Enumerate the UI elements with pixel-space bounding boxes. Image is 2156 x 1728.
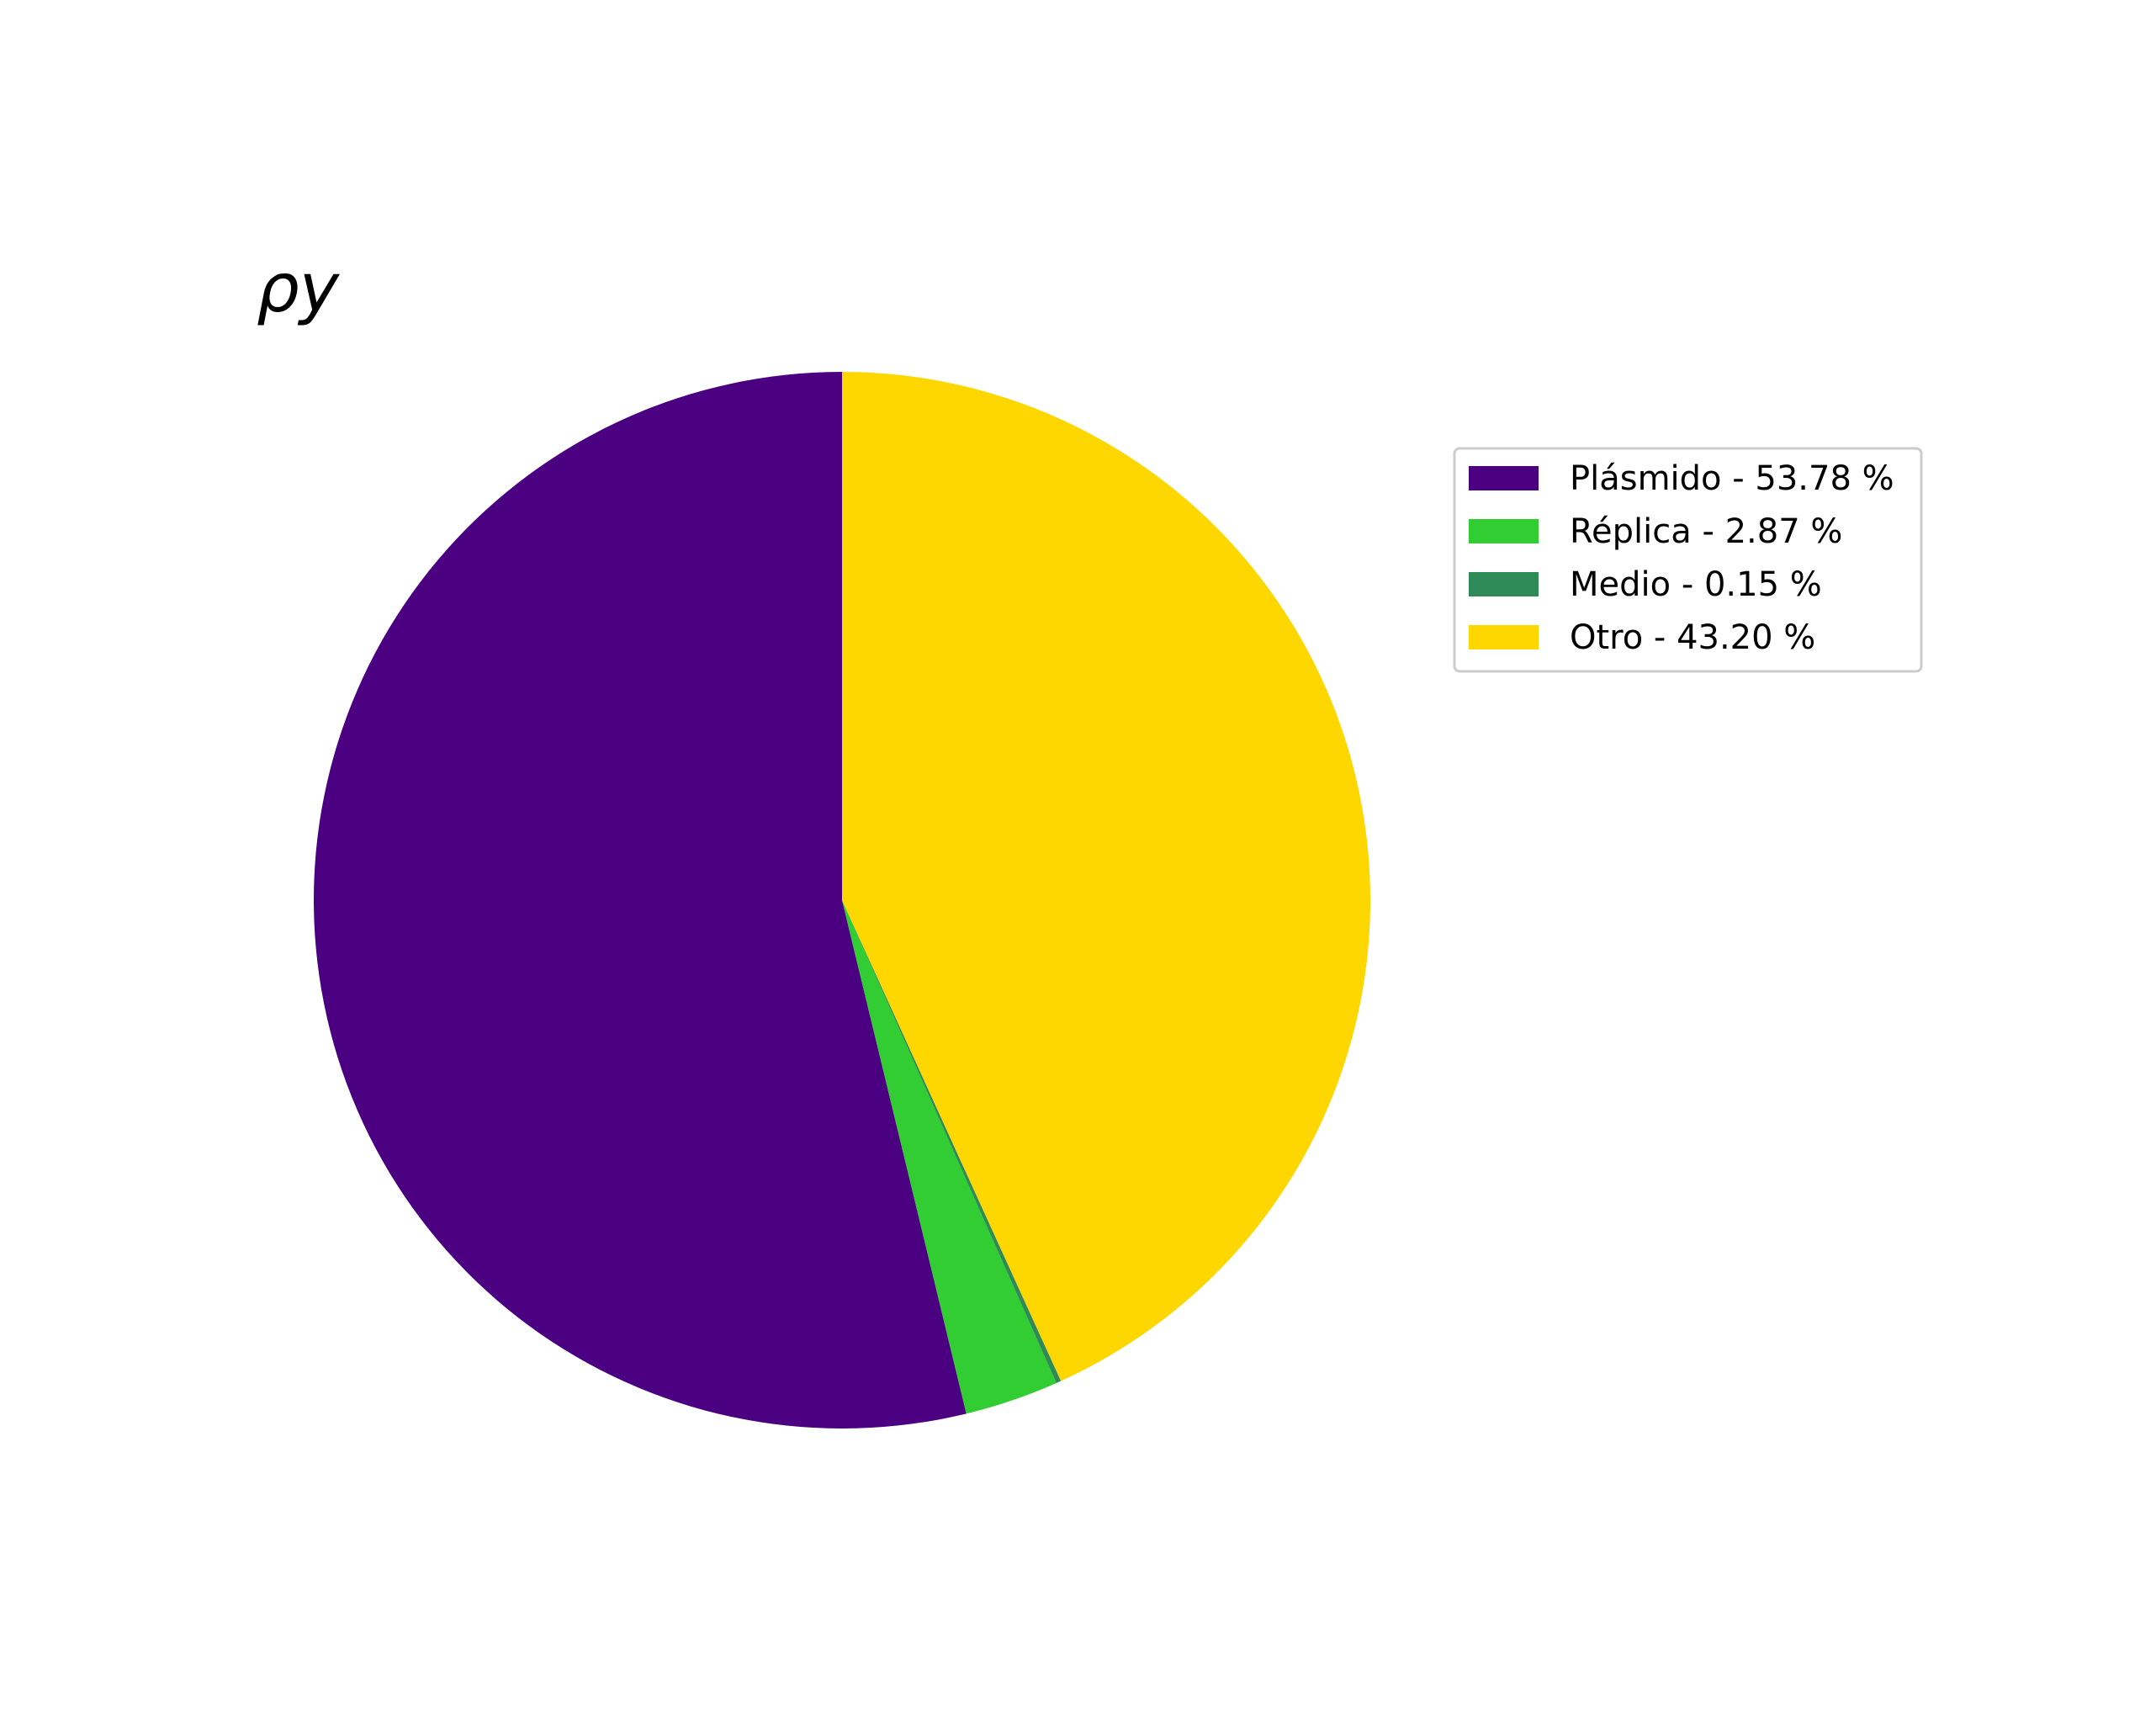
legend-frame (1453, 447, 1923, 673)
legend-swatch-plasmido (1469, 466, 1539, 490)
pie-slices (313, 372, 1371, 1429)
pie-slice-medio (842, 900, 1062, 1383)
pie-slice-plasmido (313, 372, 967, 1429)
legend-label-medio: Medio - 0.15 % (1570, 565, 1822, 604)
legend-label-otro: Otro - 43.20 % (1570, 618, 1815, 657)
legend: Plásmido - 53.78 % Réplica - 2.87 % Medio … (1453, 447, 1923, 673)
legend-swatch-medio (1469, 572, 1539, 596)
legend-swatch-otro (1469, 625, 1539, 649)
chart-title: ρy (257, 249, 341, 327)
legend-label-plasmido: Plásmido - 53.78 % (1570, 459, 1894, 498)
pie-slice-replica (842, 900, 1057, 1414)
pie-slice-otro (842, 372, 1371, 1381)
legend-label-replica: Réplica - 2.87 % (1570, 512, 1842, 551)
legend-swatch-replica (1469, 519, 1539, 543)
